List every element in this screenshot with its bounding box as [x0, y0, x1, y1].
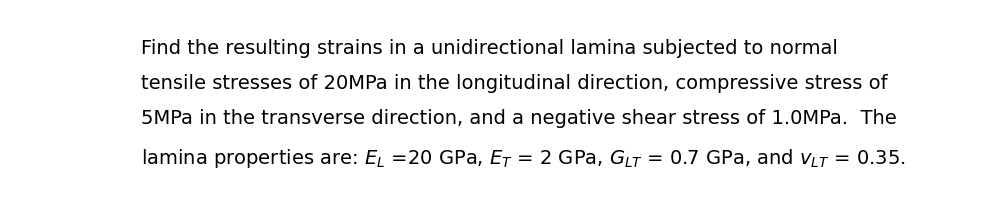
Text: 5MPa in the transverse direction, and a negative shear stress of 1.0MPa.  The: 5MPa in the transverse direction, and a …	[141, 108, 897, 127]
Text: Find the resulting strains in a unidirectional lamina subjected to normal: Find the resulting strains in a unidirec…	[141, 38, 838, 57]
Text: lamina properties are: $E_L$ =20 GPa, $E_T$ = 2 GPa, $G_{LT}$ = 0.7 GPa, and $v_: lamina properties are: $E_L$ =20 GPa, $E…	[141, 146, 906, 169]
Text: tensile stresses of 20MPa in the longitudinal direction, compressive stress of: tensile stresses of 20MPa in the longitu…	[141, 73, 888, 92]
